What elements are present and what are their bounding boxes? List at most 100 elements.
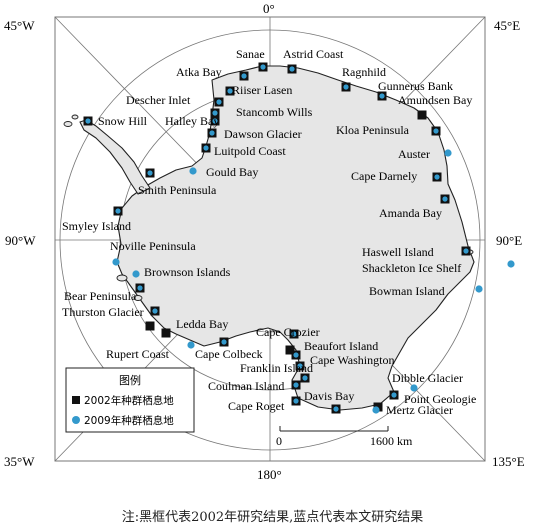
colony-2009-marker xyxy=(289,66,295,72)
colony-2009-marker xyxy=(216,99,222,105)
colony-2009-marker xyxy=(132,270,140,278)
label-45w: 45°W xyxy=(4,18,35,33)
place-label: Ragnhild xyxy=(342,65,386,79)
label-90e: 90°E xyxy=(496,233,522,248)
place-label: Kloa Peninsula xyxy=(336,123,410,137)
place-label: Smyley Island xyxy=(62,219,131,233)
legend: 图例 2002年种群栖息地 2009年种群栖息地 xyxy=(65,367,195,433)
colony-2009-marker xyxy=(187,341,195,349)
colony-markers xyxy=(83,62,515,414)
place-label: Bear Peninsula xyxy=(64,289,137,303)
colony-2009-marker xyxy=(444,149,452,157)
colony-2009-marker xyxy=(434,174,440,180)
colony-2009-marker xyxy=(293,382,299,388)
scale-start: 0 xyxy=(276,434,282,448)
colony-2009-marker xyxy=(291,331,297,337)
place-label: Mertz Glacier xyxy=(386,403,453,417)
colony-2009-marker xyxy=(203,145,209,151)
colony-2009-marker xyxy=(302,375,308,381)
place-label: Beaufort Island xyxy=(304,339,378,353)
place-label: Haswell Island xyxy=(362,245,434,259)
colony-2002-marker xyxy=(145,321,155,331)
place-label: Riiser Lasen xyxy=(232,83,292,97)
place-label: Noville Peninsula xyxy=(110,239,196,253)
place-label: Cape Darnely xyxy=(351,169,417,183)
place-label: Gould Bay xyxy=(206,165,258,179)
place-label: Franklin Island xyxy=(240,361,313,375)
colony-2009-marker xyxy=(410,384,418,392)
place-label: Amanda Bay xyxy=(379,206,442,220)
legend-box xyxy=(65,367,195,433)
colony-2009-marker xyxy=(241,73,247,79)
place-label: Brownson Islands xyxy=(144,265,231,279)
colony-2009-marker xyxy=(379,93,385,99)
legend-black-square-icon xyxy=(72,396,80,404)
scale-bar: 0 1600 km xyxy=(276,426,413,448)
colony-2009-marker xyxy=(227,88,233,94)
colony-2009-marker xyxy=(333,406,339,412)
colony-2009-marker xyxy=(442,196,448,202)
colony-2002-marker xyxy=(161,328,171,338)
label-180: 180° xyxy=(257,467,282,482)
colony-2009-marker xyxy=(293,352,299,358)
place-label: Descher Inlet xyxy=(126,93,191,107)
place-label: Thurston Glacier xyxy=(62,305,144,319)
colony-2009-marker xyxy=(343,84,349,90)
place-label: Sanae xyxy=(236,47,265,61)
label-90w: 90°W xyxy=(5,233,36,248)
place-label: Halley Bay xyxy=(165,114,219,128)
place-label: Bowman Island xyxy=(369,284,445,298)
colony-2009-marker xyxy=(507,260,515,268)
colony-2009-marker xyxy=(475,285,483,293)
place-label: Shackleton Ice Shelf xyxy=(362,261,461,275)
label-0: 0° xyxy=(263,1,275,16)
colony-2009-marker xyxy=(297,363,303,369)
place-label: Cape Colbeck xyxy=(195,347,263,361)
colony-2009-marker xyxy=(85,118,91,124)
place-label: Gunnerus Bank xyxy=(378,79,453,93)
colony-2009-marker xyxy=(209,130,215,136)
place-label: Point Geologie xyxy=(404,392,476,406)
legend-blue-circle-icon xyxy=(72,416,80,424)
colony-2009-marker xyxy=(212,110,218,116)
legend-item-2002: 2002年种群栖息地 xyxy=(84,394,174,407)
colony-2009-marker xyxy=(115,208,121,214)
place-label: Auster xyxy=(398,147,430,161)
colony-2002-marker xyxy=(373,402,383,412)
place-label: Dibble Glacier xyxy=(392,371,463,385)
colony-2009-marker xyxy=(372,406,380,414)
colony-2009-marker xyxy=(112,258,120,266)
colony-2009-marker xyxy=(463,248,469,254)
colony-2009-marker xyxy=(221,339,227,345)
colony-2009-marker xyxy=(293,398,299,404)
colony-2002-marker xyxy=(285,345,295,355)
label-45e: 45°E xyxy=(494,18,520,33)
place-label: Rupert Coast xyxy=(106,347,170,361)
place-label: Cape Roget xyxy=(228,399,285,413)
place-label: Snow Hill xyxy=(98,114,148,128)
figure-caption: 注:黑框代表2002年研究结果,蓝点代表本文研究结果 xyxy=(121,510,424,525)
place-label: Luitpold Coast xyxy=(214,144,286,158)
place-label: Coulman Island xyxy=(208,379,284,393)
colony-2009-marker xyxy=(147,170,153,176)
place-label: Cape Crozier xyxy=(256,325,320,339)
label-135e: 135°E xyxy=(492,454,525,469)
place-label: Cape Washington xyxy=(310,353,394,367)
place-label: Davis Bay xyxy=(304,389,354,403)
place-label: Smith Peninsula xyxy=(138,183,217,197)
place-label: Amundsen Bay xyxy=(398,93,472,107)
place-label: Atka Bay xyxy=(176,65,222,79)
place-label: Ledda Bay xyxy=(176,317,228,331)
place-labels: Sanae Astrid Coast Atka Bay Riiser Lasen Rag… xyxy=(62,47,476,417)
colony-2009-marker xyxy=(137,285,143,291)
label-35w: 35°W xyxy=(4,454,35,469)
colony-2002-marker xyxy=(417,110,427,120)
legend-item-2009: 2009年种群栖息地 xyxy=(84,414,174,427)
place-label: Stancomb Wills xyxy=(236,105,313,119)
place-label: Astrid Coast xyxy=(283,47,344,61)
colony-2009-marker xyxy=(189,167,197,175)
colony-2009-marker xyxy=(433,128,439,134)
legend-title: 图例 xyxy=(119,373,141,387)
colony-2009-marker xyxy=(212,118,218,124)
